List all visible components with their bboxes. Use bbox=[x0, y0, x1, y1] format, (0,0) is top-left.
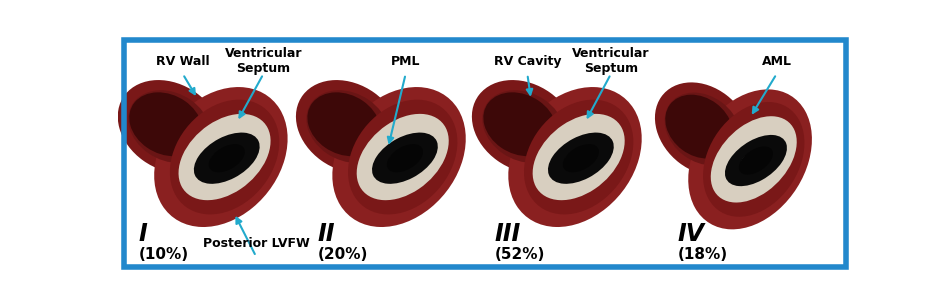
Ellipse shape bbox=[348, 100, 458, 214]
Text: (52%): (52%) bbox=[495, 247, 545, 262]
Ellipse shape bbox=[566, 149, 593, 165]
Text: (18%): (18%) bbox=[677, 247, 727, 262]
Ellipse shape bbox=[665, 95, 733, 158]
Text: I: I bbox=[139, 222, 148, 246]
Text: Ventricular
Septum: Ventricular Septum bbox=[224, 47, 302, 75]
Ellipse shape bbox=[387, 144, 423, 172]
Ellipse shape bbox=[332, 87, 465, 227]
Ellipse shape bbox=[533, 114, 624, 200]
Ellipse shape bbox=[472, 80, 575, 173]
Ellipse shape bbox=[296, 80, 399, 173]
Ellipse shape bbox=[117, 80, 221, 173]
Text: RV Cavity: RV Cavity bbox=[494, 54, 561, 67]
Text: (10%): (10%) bbox=[139, 247, 189, 262]
Text: (20%): (20%) bbox=[318, 247, 368, 262]
Ellipse shape bbox=[390, 149, 417, 165]
Ellipse shape bbox=[703, 102, 804, 217]
Text: RV Wall: RV Wall bbox=[156, 54, 210, 67]
Ellipse shape bbox=[357, 114, 448, 200]
Ellipse shape bbox=[742, 152, 767, 167]
Ellipse shape bbox=[209, 144, 245, 172]
Text: II: II bbox=[318, 222, 335, 246]
Text: IV: IV bbox=[677, 222, 705, 246]
Ellipse shape bbox=[563, 144, 599, 172]
Text: PML: PML bbox=[391, 54, 420, 67]
Ellipse shape bbox=[307, 92, 380, 156]
Ellipse shape bbox=[665, 93, 741, 165]
Ellipse shape bbox=[179, 114, 271, 200]
Ellipse shape bbox=[194, 133, 259, 184]
Ellipse shape bbox=[154, 87, 288, 227]
Ellipse shape bbox=[372, 133, 438, 184]
Ellipse shape bbox=[483, 92, 556, 156]
Ellipse shape bbox=[739, 147, 773, 174]
Ellipse shape bbox=[508, 87, 641, 227]
Ellipse shape bbox=[710, 116, 797, 202]
Ellipse shape bbox=[130, 92, 202, 156]
Ellipse shape bbox=[129, 90, 211, 163]
Ellipse shape bbox=[689, 89, 812, 229]
Ellipse shape bbox=[655, 82, 751, 175]
Ellipse shape bbox=[725, 135, 787, 186]
Text: AML: AML bbox=[762, 54, 792, 67]
Ellipse shape bbox=[524, 100, 634, 214]
Text: III: III bbox=[495, 222, 520, 246]
Ellipse shape bbox=[307, 90, 389, 163]
Text: Ventricular
Septum: Ventricular Septum bbox=[572, 47, 650, 75]
Ellipse shape bbox=[482, 90, 565, 163]
Text: Posterior LVFW: Posterior LVFW bbox=[202, 237, 309, 250]
Ellipse shape bbox=[170, 100, 279, 214]
Ellipse shape bbox=[548, 133, 614, 184]
Ellipse shape bbox=[211, 149, 239, 165]
